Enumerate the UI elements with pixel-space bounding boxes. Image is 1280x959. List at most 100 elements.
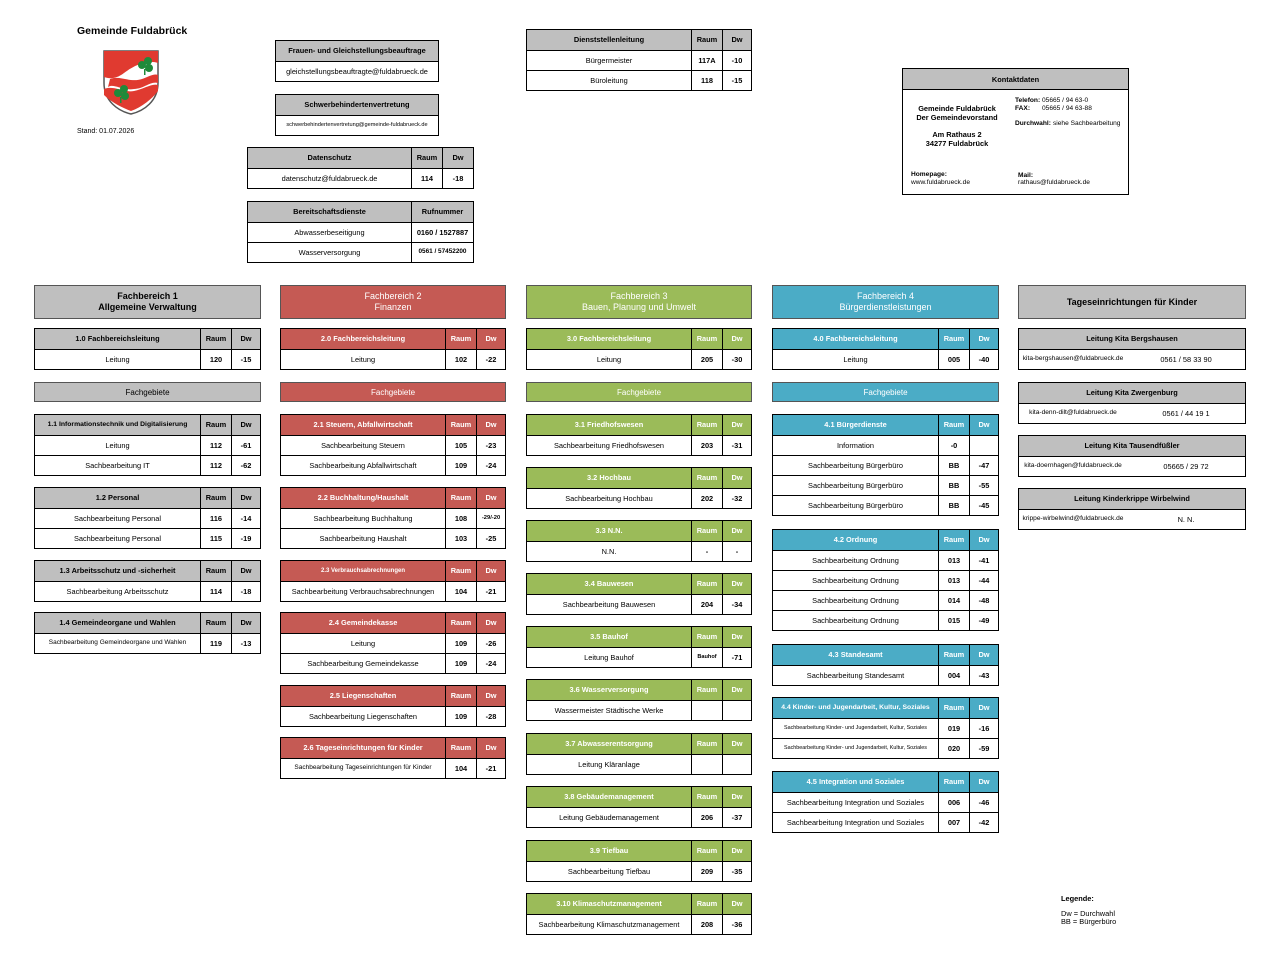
row-dw: -49 — [969, 611, 998, 630]
section-header: 1.2 Personal Raum Dw — [35, 488, 260, 508]
row-dw: -28 — [476, 707, 505, 726]
dw-header: Dw — [969, 415, 998, 435]
dw-header: Dw — [231, 329, 260, 349]
section-title: 1.0 Fachbereichsleitung — [75, 334, 160, 344]
row-name: Leitung Bauhof — [584, 652, 634, 662]
section-table: 4.5 Integration und Soziales Raum Dw Sachbe… — [772, 771, 999, 833]
table-row: Leitung 005 -40 — [773, 349, 998, 369]
fax-label: FAX: — [1015, 105, 1031, 112]
section-header: 4.0 Fachbereichsleitung Raum Dw — [773, 329, 998, 349]
row-name: Sachbearbeitung Abfallwirtschaft — [309, 460, 417, 470]
section-title: 2.1 Steuern, Abfallwirtschaft — [313, 420, 413, 430]
kita-table: Leitung Kinderkrippe Wirbelwind krippe-wi… — [1018, 488, 1246, 530]
section-table: 3.7 Abwasserentsorgung Raum Dw Leitung Klär… — [526, 733, 752, 775]
fachbereich-4-line2: Bürgerdienstleistungen — [839, 302, 932, 312]
section-table: 3.10 Klimaschutzmanagement Raum Dw Sachbear… — [526, 893, 752, 935]
fachgebiete-band-3: Fachgebiete — [526, 382, 752, 402]
row-raum: 109 — [445, 456, 476, 475]
section-header: 2.6 Tageseinrichtungen für Kinder Raum Dw — [281, 738, 505, 758]
row-dw: -21 — [476, 582, 505, 601]
kita-header: Leitung Kita Tausendfüßler — [1019, 436, 1245, 456]
table-row: Leitung 205 -30 — [527, 349, 751, 369]
table-row: Leitung Kläranlage — [527, 754, 751, 774]
section-header: 4.5 Integration und Soziales Raum Dw — [773, 772, 998, 792]
datenschutz-email: datenschutz@fuldabrueck.de — [281, 173, 378, 183]
kita-header: Leitung Kinderkrippe Wirbelwind — [1019, 489, 1245, 509]
row-raum: 015 — [938, 611, 969, 630]
fachgebiete-band-2: Fachgebiete — [280, 382, 506, 402]
table-row: Sachbearbeitung Haushalt 103 -25 — [281, 528, 505, 548]
section-header: 3.2 Hochbau Raum Dw — [527, 468, 751, 488]
fachbereich-2-line2: Finanzen — [374, 302, 412, 312]
table-row: Sachbearbeitung Steuern 105 -23 — [281, 435, 505, 455]
bereitschaft-number: 0561 / 57452200 — [411, 243, 473, 262]
row-dw: -24 — [476, 654, 505, 673]
section-header: 2.3 Verbrauchsabrechnungen Raum Dw — [281, 561, 505, 581]
row-name: Sachbearbeitung Ordnung — [812, 555, 899, 565]
row-name: Sachbearbeitung Steuern — [321, 440, 405, 450]
section-table: 4.2 Ordnung Raum Dw Sachbearbeitung Ordnung… — [772, 529, 999, 631]
row-raum: 120 — [200, 350, 231, 369]
section-header: 2.5 Liegenschaften Raum Dw — [281, 686, 505, 706]
row-raum: 007 — [938, 813, 969, 832]
rufnummer-header: Rufnummer — [411, 202, 473, 222]
row-name: Sachbearbeitung Klimaschutzmanagement — [538, 919, 680, 929]
raum-header: Raum — [938, 329, 969, 349]
section-table: 1.0 Fachbereichsleitung Raum Dw Leitung 120-… — [34, 328, 261, 370]
row-raum: 103 — [445, 529, 476, 548]
kita-title: Leitung Kita Tausendfüßler — [1084, 441, 1180, 451]
row-name: Sachbearbeitung Hochbau — [565, 493, 653, 503]
dw-header: Dw — [722, 415, 751, 435]
row-name: Sachbearbeitung IT — [85, 460, 150, 470]
row-dw: -13 — [231, 634, 260, 653]
fachbereich-4-header: Fachbereich 4 Bürgerdienstleistungen — [772, 285, 999, 319]
fachbereich-4-line1: Fachbereich 4 — [856, 291, 915, 301]
bereitschaft-number: 0160 / 1527887 — [411, 223, 473, 242]
section-title: 2.2 Buchhaltung/Haushalt — [317, 493, 409, 503]
section-title: 4.4 Kinder- und Jugendarbeit, Kultur, So… — [781, 703, 930, 711]
kita-email: krippe-wirbelwind@fuldabrueck.de — [1022, 515, 1124, 523]
row-dw — [969, 436, 998, 455]
fachbereich-1-header: Fachbereich 1 Allgemeine Verwaltung — [34, 285, 261, 319]
row-dw: -35 — [722, 862, 751, 881]
dw-header: Dw — [442, 148, 473, 168]
row-raum: 105 — [445, 436, 476, 455]
dw-header: Dw — [722, 734, 751, 754]
row-dw: -43 — [969, 666, 998, 685]
section-header: 3.10 Klimaschutzmanagement Raum Dw — [527, 894, 751, 914]
fax-value: 05665 / 94 63-88 — [1042, 105, 1092, 112]
row-dw: -44 — [969, 571, 998, 590]
row-dw: -36 — [722, 915, 751, 934]
dw-header: Dw — [476, 686, 505, 706]
kita-title: Leitung Kita Zwergenburg — [1086, 388, 1178, 398]
row-dw: -31 — [722, 436, 751, 455]
dienst-name: Büroleitung — [590, 75, 628, 85]
row-raum: 109 — [445, 634, 476, 653]
section-header: 3.3 N.N. Raum Dw — [527, 521, 751, 541]
table-row: Sachbearbeitung Ordnung 013 -41 — [773, 550, 998, 570]
section-title: 4.2 Ordnung — [833, 535, 878, 545]
row-name: Leitung Kläranlage — [578, 759, 640, 769]
raum-header: Raum — [200, 613, 231, 633]
raum-header: Raum — [691, 734, 722, 754]
table-row: Sachbearbeitung Standesamt 004 -43 — [773, 665, 998, 685]
row-name: Sachbearbeitung Verbrauchsabrechnungen — [291, 586, 435, 596]
table-row: Information -0 — [773, 435, 998, 455]
row-dw: -71 — [722, 648, 751, 667]
raum-header: Raum — [411, 148, 442, 168]
table-row: Sachbearbeitung Integration und Soziales… — [773, 792, 998, 812]
section-title: 3.1 Friedhofswesen — [574, 420, 644, 430]
durchwahl-label: Durchwahl: — [1015, 120, 1051, 127]
dienst-dw: -10 — [722, 51, 751, 70]
section-title: 2.4 Gemeindekasse — [328, 618, 398, 628]
row-dw: -16 — [969, 719, 998, 738]
schwerbehinderten-email: schwerbehindertenvertretung@gemeinde-ful… — [286, 121, 428, 128]
section-header: 3.8 Gebäudemanagement Raum Dw — [527, 787, 751, 807]
section-title: 4.5 Integration und Soziales — [806, 777, 905, 787]
tel-label: Telefon: — [1015, 97, 1041, 104]
table-row: Sachbearbeitung Bürgerbüro BB -55 — [773, 475, 998, 495]
durchwahl-value: siehe Sachbearbeitung — [1053, 120, 1121, 127]
dw-header: Dw — [231, 415, 260, 435]
schwerbehinderten-title: Schwerbehindertenvertretung — [304, 100, 410, 110]
table-row: Sachbearbeitung Bürgerbüro BB -47 — [773, 455, 998, 475]
